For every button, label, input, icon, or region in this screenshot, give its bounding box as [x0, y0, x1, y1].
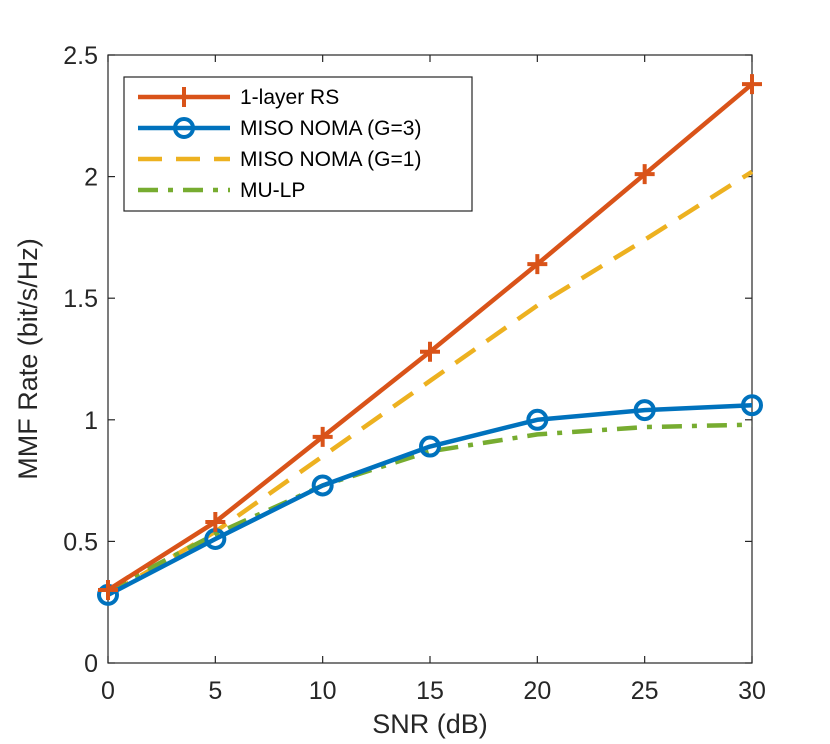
legend: 1-layer RS MISO NOMA (G=3) MISO NOMA (G=1)…: [123, 76, 473, 212]
y-tick-label: 0: [84, 650, 98, 678]
y-tick-label: 1.5: [63, 285, 98, 313]
series-line: [106, 422, 753, 593]
series-layer: [97, 74, 763, 606]
axis-ticks: 0 5 10 15 20 25 30 0 0.5 1 1.5 2 2.5: [63, 42, 766, 705]
series-marker: [420, 341, 440, 362]
series-marker: [311, 474, 334, 497]
series-marker: [634, 164, 655, 185]
x-tick-label: 0: [101, 677, 115, 705]
x-tick-label: 15: [416, 677, 444, 705]
y-axis-title: MMF Rate (bit/s/Hz): [13, 238, 43, 480]
series-0: [98, 74, 762, 601]
legend-marker: [174, 87, 194, 107]
legend-label: 1-layer RS: [240, 86, 339, 109]
x-tick-label: 25: [631, 677, 659, 705]
x-axis-title: SNR (dB): [372, 709, 488, 739]
legend-label: MISO NOMA (G=1): [240, 148, 421, 171]
series-marker: [633, 399, 656, 422]
legend-marker: [173, 117, 195, 139]
series-marker: [419, 435, 441, 458]
series-marker: [741, 394, 763, 417]
series-1: [97, 394, 763, 606]
legend-label: MISO NOMA (G=3): [240, 117, 421, 140]
series-line: [106, 402, 753, 597]
series-3: [106, 422, 753, 593]
series-marker: [526, 408, 549, 431]
series-marker: [527, 254, 548, 275]
y-tick-label: 0.5: [63, 528, 98, 556]
x-tick-label: 5: [208, 677, 222, 705]
y-tick-label: 1: [84, 407, 98, 435]
x-tick-label: 10: [309, 677, 337, 705]
y-tick-label: 2.5: [63, 42, 98, 70]
series-marker: [312, 426, 333, 447]
x-tick-label: 20: [523, 677, 551, 705]
series-marker: [742, 74, 762, 95]
y-tick-label: 2: [84, 164, 98, 192]
legend-label: MU-LP: [240, 179, 305, 202]
x-tick-label: 30: [738, 677, 766, 705]
series-marker: [205, 511, 226, 532]
series-marker: [98, 580, 118, 601]
